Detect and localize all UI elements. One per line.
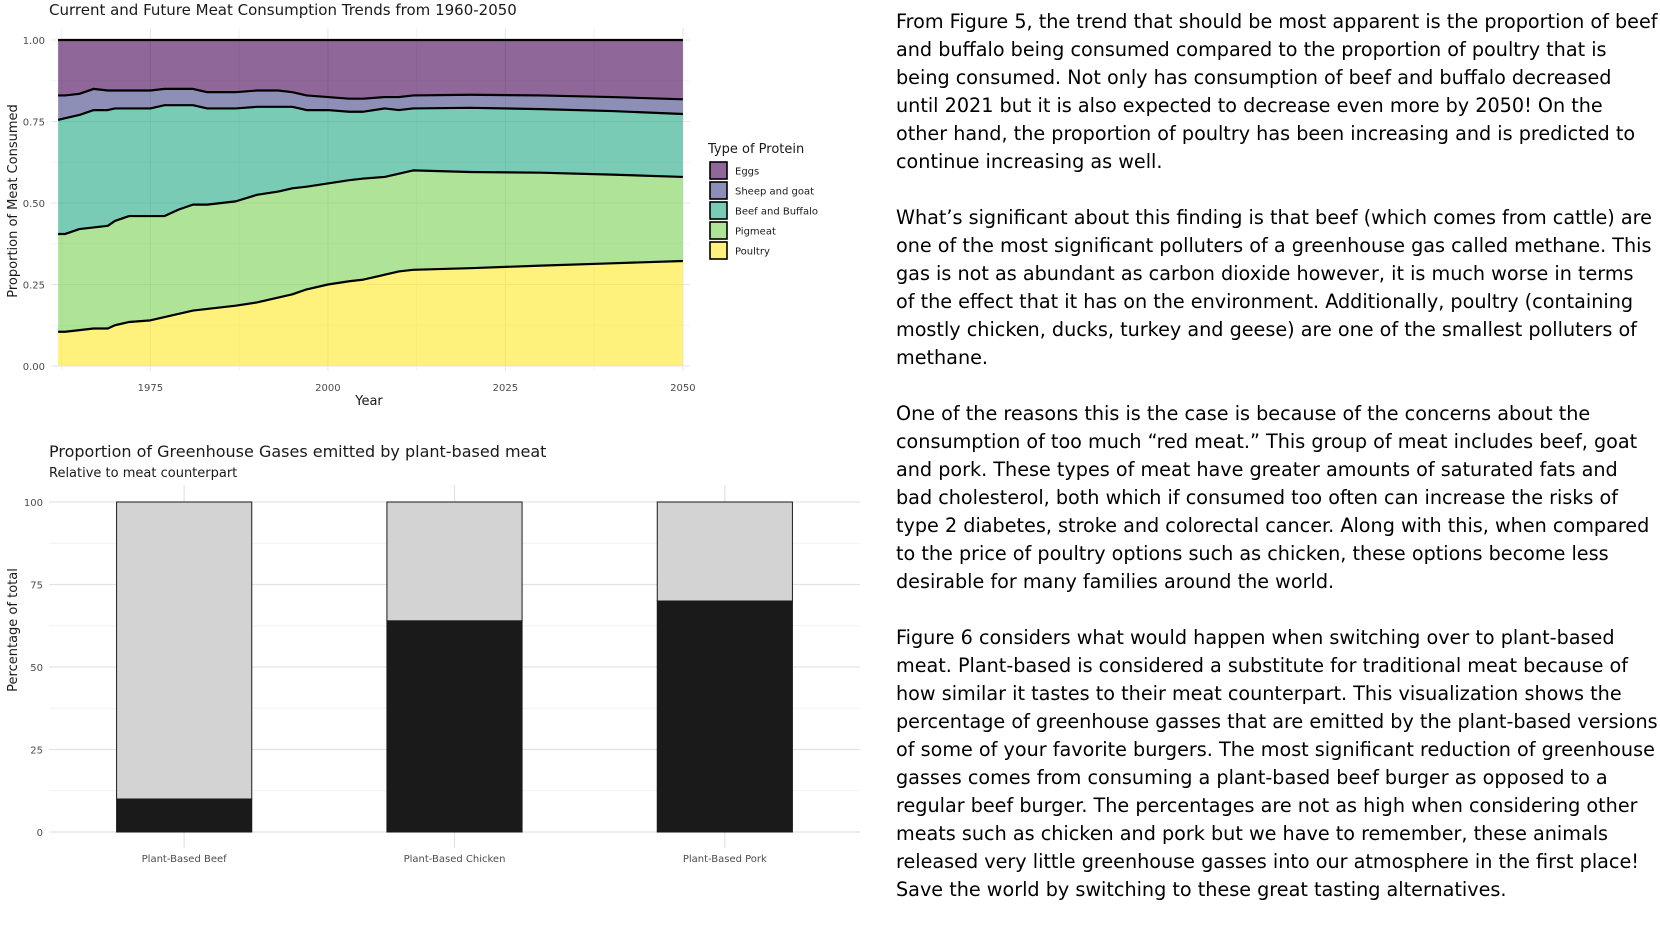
article-paragraph-2: What’s significant about this finding is…	[896, 206, 1652, 369]
legend: Type of Protein Eggs Sheep and goat Beef a…	[707, 142, 818, 260]
y-tick-label: 0	[37, 828, 43, 839]
bar-segment	[116, 798, 253, 833]
bar-segment	[386, 501, 523, 622]
area-outline	[58, 87, 683, 101]
x-tick-labels: 1975 2000 2025 2050	[138, 383, 696, 394]
legend-label: Pigmeat	[735, 227, 776, 238]
legend-swatch	[709, 241, 728, 260]
x-tick-label: 2025	[493, 383, 518, 394]
legend-swatch	[709, 201, 728, 220]
bars	[116, 501, 793, 833]
legend-label: Beef and Buffalo	[735, 207, 818, 218]
x-tick-labels: Plant-Based Beef Plant-Based Chicken Plant…	[142, 854, 767, 865]
bar-segment	[386, 620, 523, 833]
chart-subtitle: Relative to meat counterpart	[49, 466, 237, 481]
legend-swatch	[709, 181, 728, 200]
y-tick-labels: 0.00 0.25 0.50 0.75 1.00	[23, 36, 45, 373]
area-outline	[57, 104, 683, 121]
x-tick-label: Plant-Based Chicken	[404, 854, 506, 865]
article-paragraph-3: One of the reasons this is the case is b…	[896, 402, 1650, 593]
area-outline	[58, 259, 683, 333]
article-paragraph-1: From Figure 5, the trend that should be …	[896, 10, 1658, 173]
x-axis-label: Year	[354, 394, 383, 409]
area-pigmeat	[58, 170, 683, 332]
area-poultry	[58, 261, 683, 366]
area-outlines	[57, 38, 683, 333]
article-paragraph-4: Figure 6 considers what would happen whe…	[896, 626, 1658, 901]
x-tick-label: 2000	[315, 383, 340, 394]
legend-label: Poultry	[735, 247, 770, 258]
y-tick-label: 0.50	[23, 199, 45, 210]
chart-title: Current and Future Meat Consumption Tren…	[49, 1, 517, 19]
y-tick-label: 75	[30, 581, 43, 592]
meat-consumption-area-chart: Current and Future Meat Consumption Tren…	[6, 1, 818, 409]
legend-label: Sheep and goat	[735, 187, 814, 198]
area-sheep-and-goat	[58, 88, 683, 120]
x-tick-label: Plant-Based Beef	[142, 854, 227, 865]
y-axis-label: Percentage of total	[6, 568, 21, 692]
x-tick-label: Plant-Based Pork	[683, 854, 767, 865]
y-tick-label: 100	[24, 498, 43, 509]
x-tick-label: 2050	[670, 383, 695, 394]
legend-label: Eggs	[735, 167, 759, 178]
y-tick-label: 0.00	[23, 362, 45, 373]
y-tick-label: 25	[30, 746, 43, 757]
y-tick-label: 50	[30, 663, 43, 674]
bar-segment	[656, 501, 793, 602]
y-tick-label: 0.25	[23, 281, 45, 292]
greenhouse-gas-bar-chart: Proportion of Greenhouse Gases emitted b…	[6, 442, 860, 865]
y-axis-label: Proportion of Meat Consumed	[6, 104, 21, 297]
x-tick-label: 1975	[138, 383, 163, 394]
y-tick-label: 0.75	[23, 118, 45, 129]
legend-title: Type of Protein	[707, 142, 804, 157]
area-beef-and-buffalo	[58, 105, 683, 234]
y-tick-labels: 0 25 50 75 100	[24, 498, 43, 839]
bar-segment	[116, 501, 253, 800]
chart-title: Proportion of Greenhouse Gases emitted b…	[49, 442, 546, 461]
area-eggs	[58, 40, 683, 100]
bar-segment	[656, 600, 793, 833]
legend-swatch	[709, 221, 728, 240]
area-layers	[58, 40, 683, 366]
article-text: From Figure 5, the trend that should be …	[896, 8, 1658, 932]
y-tick-label: 1.00	[23, 36, 45, 47]
legend-swatch	[709, 161, 728, 180]
area-outline	[58, 169, 683, 236]
